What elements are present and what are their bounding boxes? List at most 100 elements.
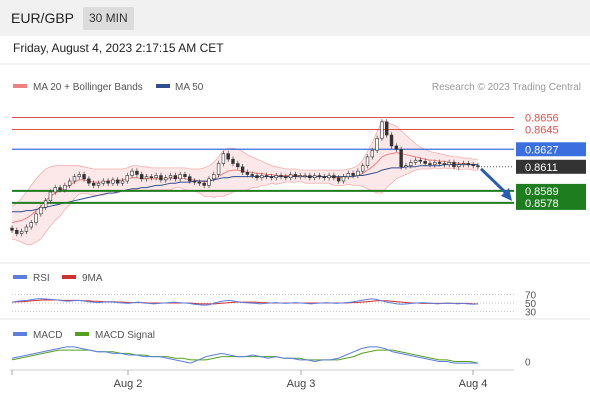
candle-body bbox=[221, 153, 226, 164]
candle-body bbox=[34, 213, 38, 223]
candle-body bbox=[207, 178, 211, 186]
candle-body bbox=[140, 174, 144, 180]
candle-body bbox=[48, 191, 53, 202]
candle-body bbox=[389, 134, 394, 147]
candle-body bbox=[216, 163, 221, 175]
candle-body bbox=[236, 163, 240, 168]
candle-body bbox=[361, 165, 365, 172]
legend-label-macd: MACD bbox=[33, 330, 62, 341]
candle-body bbox=[192, 180, 197, 183]
candle-body bbox=[164, 177, 168, 181]
candle-body bbox=[53, 187, 57, 193]
candle-body bbox=[231, 158, 235, 164]
legend-swatch-rsi bbox=[13, 275, 27, 279]
x-tick-label: Aug 2 bbox=[114, 378, 143, 390]
candle-body bbox=[260, 175, 264, 179]
candle-body bbox=[418, 159, 423, 162]
bollinger-band-fill bbox=[12, 120, 478, 245]
x-tick-label: Aug 3 bbox=[287, 378, 316, 390]
candle-body bbox=[120, 180, 125, 184]
candle-body bbox=[404, 165, 408, 168]
candle-body bbox=[212, 174, 216, 180]
forecast-arrow-head bbox=[501, 187, 512, 201]
candle-body bbox=[413, 159, 418, 163]
candle-body bbox=[399, 148, 403, 168]
candle-body bbox=[91, 182, 96, 186]
macd-line bbox=[11, 346, 478, 364]
candle-body bbox=[173, 175, 178, 180]
candle-body bbox=[130, 170, 134, 176]
candle-body bbox=[72, 176, 77, 182]
legend-swatch-macd-signal bbox=[75, 332, 89, 336]
candle-body bbox=[240, 166, 245, 173]
candle-body bbox=[332, 175, 336, 179]
candle-body bbox=[375, 138, 379, 151]
candle-body bbox=[293, 174, 298, 177]
candle-body bbox=[356, 170, 360, 176]
macd-panel: 0 bbox=[11, 346, 531, 369]
candle-body bbox=[308, 175, 312, 179]
candle-body bbox=[87, 178, 91, 184]
symbol-label: EUR/GBP bbox=[11, 10, 75, 26]
support-1-label: 0.8589 bbox=[525, 186, 559, 198]
macd-zero-label: 0 bbox=[525, 358, 531, 369]
rsi-level-label-70: 70 bbox=[525, 290, 537, 301]
resistance-1-label: 0.8656 bbox=[525, 113, 559, 125]
candle-body bbox=[178, 174, 182, 180]
candle-body bbox=[341, 176, 346, 182]
candle-body bbox=[394, 145, 399, 150]
candle-body bbox=[365, 156, 370, 166]
candle-body bbox=[106, 180, 110, 184]
candle-body bbox=[101, 180, 105, 184]
rsi-line bbox=[11, 298, 479, 306]
candle-body bbox=[452, 162, 456, 168]
candle-body bbox=[264, 175, 269, 177]
legend-label-bollinger: MA 20 + Bollinger Bands bbox=[33, 82, 143, 93]
legend-label-macd-signal: MACD Signal bbox=[95, 330, 155, 341]
candle-body bbox=[144, 176, 149, 180]
candle-body bbox=[385, 121, 389, 136]
candle-body bbox=[269, 176, 274, 179]
legend-label-rsi-ma: 9MA bbox=[82, 273, 103, 284]
candle-body bbox=[428, 163, 432, 165]
candle-body bbox=[149, 176, 154, 179]
candle-body bbox=[322, 176, 326, 179]
legend-swatch-rsi-ma bbox=[62, 275, 76, 279]
candle-body bbox=[159, 175, 163, 181]
candle-body bbox=[15, 229, 19, 234]
candle-body bbox=[346, 173, 350, 177]
pivot-label-box bbox=[516, 142, 586, 157]
support-2-label-box bbox=[516, 195, 586, 210]
ma50-line bbox=[12, 164, 478, 213]
candle-body bbox=[327, 175, 331, 179]
candle-body bbox=[10, 227, 14, 231]
candle-body bbox=[125, 175, 129, 182]
candle-body bbox=[115, 179, 120, 184]
candle-body bbox=[437, 162, 442, 164]
support-2-label: 0.8578 bbox=[525, 198, 559, 210]
candle-body bbox=[442, 163, 447, 165]
candle-body bbox=[461, 163, 466, 165]
pivot-label: 0.8627 bbox=[525, 144, 559, 156]
candle-body bbox=[288, 174, 293, 179]
candle-body bbox=[24, 226, 29, 232]
candle-body bbox=[58, 187, 62, 191]
legend-swatch-bollinger bbox=[13, 84, 27, 88]
rsi-level-label-50: 50 bbox=[525, 299, 537, 310]
candle-body bbox=[63, 185, 67, 191]
watermark: Research © 2023 Trading Central bbox=[432, 82, 581, 93]
legend-label-ma50: MA 50 bbox=[175, 82, 204, 93]
candle-body bbox=[476, 165, 480, 168]
title-bar: EUR/GBP 30 MIN bbox=[0, 0, 590, 36]
candle-body bbox=[202, 182, 206, 186]
timeframe-button[interactable]: 30 MIN bbox=[83, 7, 134, 30]
current-price-box bbox=[516, 159, 586, 174]
candle-body bbox=[447, 162, 451, 165]
candle-body bbox=[317, 175, 322, 177]
candle-body bbox=[312, 175, 317, 179]
candle-body bbox=[380, 121, 384, 139]
candle-body bbox=[303, 175, 307, 177]
support-1-label-box bbox=[516, 183, 586, 198]
